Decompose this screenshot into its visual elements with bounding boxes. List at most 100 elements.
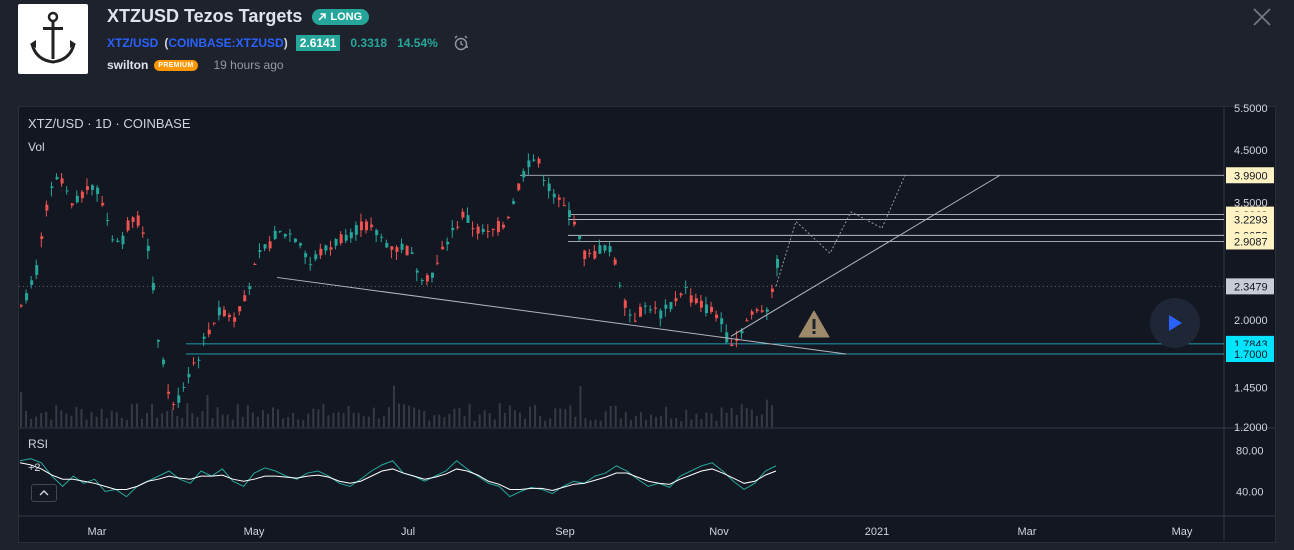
- volume-bar: [680, 420, 683, 427]
- volume-bar: [25, 410, 28, 427]
- candle-body: [162, 359, 166, 365]
- candle-body: [446, 241, 450, 245]
- volume-bar: [110, 410, 113, 427]
- volume-bar: [740, 404, 743, 427]
- candle-body: [334, 239, 338, 246]
- volume-bar: [287, 416, 290, 427]
- replay-play-button[interactable]: [1150, 298, 1200, 348]
- collapse-pane-button[interactable]: [31, 484, 57, 502]
- candle-body: [172, 404, 176, 406]
- volume-bar: [579, 386, 582, 427]
- volume-bar: [337, 412, 340, 427]
- candle-body: [136, 215, 140, 226]
- volume-bar: [171, 408, 174, 427]
- y-tick-label: 2.0000: [1234, 315, 1268, 327]
- rsi-ma-line: [19, 462, 777, 491]
- volume-bar: [90, 412, 93, 427]
- candle-body: [339, 234, 343, 244]
- volume-bar: [211, 418, 214, 427]
- candle-body: [461, 211, 465, 218]
- candle-body: [395, 247, 399, 252]
- candle-body: [60, 178, 64, 184]
- volume-bar: [660, 415, 663, 427]
- candle-body: [359, 221, 363, 231]
- alarm-clock-icon[interactable]: [452, 34, 470, 52]
- anchor-icon: [30, 11, 76, 64]
- x-tick-label: May: [1172, 526, 1193, 538]
- candle-body: [441, 246, 445, 250]
- volume-bar: [715, 420, 718, 427]
- candle-body: [131, 217, 135, 222]
- volume-bar: [498, 403, 501, 427]
- candle-body: [567, 210, 571, 218]
- close-icon[interactable]: [1251, 6, 1273, 28]
- price-label-bg: [1226, 211, 1274, 228]
- candle-body: [512, 201, 516, 204]
- candle-body: [486, 230, 490, 232]
- candle-body: [238, 306, 242, 312]
- volume-bar: [367, 416, 370, 427]
- price-label: 2.3479: [1234, 281, 1268, 293]
- candle-body: [309, 264, 313, 266]
- volume-bar: [428, 420, 431, 427]
- volume-bar: [725, 412, 728, 427]
- paren-close: ): [283, 36, 288, 50]
- volume-bar: [272, 407, 274, 427]
- candle-body: [765, 309, 769, 312]
- candle-body: [202, 336, 206, 339]
- volume-bar: [60, 410, 63, 427]
- candle-body: [243, 295, 247, 302]
- candle-body: [633, 320, 637, 322]
- volume-bar: [614, 405, 617, 427]
- candle-body: [141, 232, 145, 234]
- volume-bar: [629, 420, 632, 427]
- candle-body: [679, 293, 683, 296]
- candle-body: [283, 233, 287, 237]
- author-name[interactable]: swilton: [107, 58, 149, 72]
- volume-bar: [665, 406, 668, 427]
- chart-container[interactable]: [18, 106, 1276, 543]
- candle-body: [106, 220, 110, 222]
- volume-bar: [634, 415, 637, 427]
- price-label: 3.2293: [1234, 215, 1268, 227]
- candle-body: [116, 240, 120, 243]
- candle-body: [466, 215, 470, 223]
- candle-body: [349, 232, 353, 239]
- volume-bar: [135, 403, 138, 427]
- published-time: 19 hours ago: [213, 58, 284, 72]
- volume-bar: [544, 420, 547, 427]
- candle-body: [65, 190, 69, 192]
- candle-body: [730, 344, 734, 347]
- candle-body: [197, 359, 201, 361]
- volume-bar: [413, 407, 416, 427]
- candle-body: [425, 275, 429, 282]
- symbol-full-link[interactable]: COINBASE:XTZUSD: [168, 36, 284, 50]
- price-label: 2.9087: [1234, 236, 1268, 248]
- candle-body: [715, 314, 719, 319]
- volume-bar: [100, 408, 103, 427]
- volume-bar: [453, 408, 456, 427]
- candle-body: [182, 386, 186, 388]
- volume-bar: [392, 385, 395, 427]
- symbol-link[interactable]: XTZ/USD: [107, 36, 159, 50]
- volume-bar: [705, 412, 708, 427]
- candle-body: [628, 314, 632, 316]
- author-avatar[interactable]: [18, 4, 88, 74]
- volume-bar: [448, 413, 451, 427]
- volume-bar: [403, 404, 406, 427]
- volume-bar: [317, 409, 320, 427]
- candle-body: [344, 234, 348, 241]
- candle-body: [593, 251, 597, 259]
- volume-bar: [372, 407, 375, 427]
- volume-bar: [357, 413, 360, 427]
- volume-bar: [685, 409, 688, 427]
- candle-body: [365, 221, 369, 231]
- candle-body: [85, 186, 89, 190]
- candle-body: [415, 270, 419, 273]
- rsi-tick-label: 40.00: [1236, 487, 1264, 499]
- candle-body: [613, 259, 617, 265]
- candle-body: [750, 311, 754, 315]
- volume-bar: [50, 419, 53, 427]
- candle-body: [45, 204, 49, 211]
